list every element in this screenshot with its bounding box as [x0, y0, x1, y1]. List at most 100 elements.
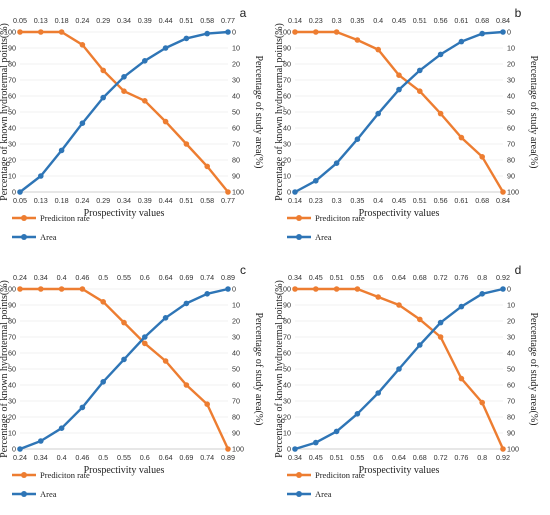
- data-point-prediction-rate: [142, 98, 148, 104]
- x-tick-bottom: 0.92: [496, 453, 510, 462]
- x-tick-top: 0.4: [57, 273, 67, 282]
- data-point-prediction-rate: [354, 286, 361, 292]
- y-tick-left: 20: [283, 413, 291, 422]
- data-point-prediction-rate: [225, 189, 231, 195]
- x-tick-bottom: 0.51: [179, 196, 193, 205]
- y-tick-right: 40: [232, 349, 240, 358]
- y-tick-right: 90: [232, 429, 240, 438]
- data-point-area: [333, 160, 340, 166]
- y-tick-left: 100: [4, 285, 16, 294]
- data-point-area: [479, 30, 485, 37]
- x-tick-top: 0.05: [13, 16, 27, 25]
- x-tick-bottom: 0.84: [496, 196, 510, 205]
- x-tick-top: 0.29: [96, 16, 110, 25]
- data-point-area: [354, 136, 361, 142]
- y-tick-left: 40: [8, 124, 16, 133]
- panel-letter: a: [240, 6, 247, 20]
- data-point-area: [100, 94, 106, 101]
- y-tick-right: 30: [232, 76, 240, 85]
- x-axis-title: Prospectivity values: [84, 465, 165, 476]
- data-point-area: [38, 438, 44, 444]
- data-point-prediction-rate: [58, 286, 65, 292]
- x-tick-bottom: 0.8: [477, 453, 487, 462]
- x-tick-top: 0.64: [159, 273, 173, 282]
- y-tick-left: 50: [8, 365, 16, 374]
- x-tick-bottom: 0.69: [179, 453, 193, 462]
- y-tick-left: 100: [4, 28, 16, 37]
- y-tick-left: 80: [8, 60, 16, 69]
- data-point-area: [225, 29, 231, 35]
- y-tick-left: 60: [8, 349, 16, 358]
- data-point-area: [313, 178, 319, 184]
- x-tick-top: 0.8: [477, 273, 487, 282]
- y-axis-title-left: Percentage of known hydrotermal points(%…: [0, 280, 10, 458]
- data-point-area: [375, 390, 381, 396]
- chart-panel-c: 0 10 20 30 40 50 60 70 80 90 100 0 10 20 30 40 50 60 70 80 9…: [0, 257, 275, 514]
- data-point-prediction-rate: [500, 189, 506, 195]
- y-tick-right: 20: [507, 60, 515, 69]
- y-axis-title-left: Percentage of known hydrotermal points(%…: [0, 23, 10, 201]
- x-tick-bottom: 0.45: [392, 196, 406, 205]
- y-tick-right: 90: [507, 429, 515, 438]
- data-point-area: [183, 35, 190, 42]
- y-tick-right: 40: [507, 349, 515, 358]
- data-point-area: [183, 300, 190, 307]
- data-point-prediction-rate: [204, 163, 210, 170]
- y-tick-left: 10: [8, 429, 16, 438]
- x-tick-bottom: 0.05: [13, 196, 27, 205]
- y-tick-right: 70: [507, 140, 515, 149]
- y-tick-left: 40: [8, 381, 16, 390]
- x-tick-bottom: 0.68: [413, 453, 427, 462]
- y-tick-left: 20: [283, 156, 291, 165]
- x-tick-top: 0.6: [140, 273, 150, 282]
- y-tick-left: 40: [283, 124, 291, 133]
- data-point-area: [121, 74, 127, 80]
- data-point-area: [375, 110, 381, 117]
- x-tick-top: 0.68: [413, 273, 427, 282]
- x-tick-top: 0.24: [75, 16, 89, 25]
- x-tick-bottom: 0.24: [13, 453, 27, 462]
- y-tick-left: 20: [8, 413, 16, 422]
- x-tick-top: 0.56: [434, 16, 448, 25]
- panel-letter: d: [515, 263, 522, 277]
- x-tick-bottom: 0.55: [117, 453, 131, 462]
- x-tick-top: 0.51: [330, 273, 344, 282]
- data-point-area: [417, 67, 423, 74]
- y-tick-left: 80: [283, 60, 291, 69]
- y-tick-right: 70: [232, 140, 240, 149]
- data-point-prediction-rate: [162, 118, 169, 125]
- data-point-prediction-rate: [479, 154, 485, 160]
- x-tick-bottom: 0.51: [330, 453, 344, 462]
- data-point-area: [458, 38, 465, 45]
- data-point-area: [396, 86, 402, 93]
- x-tick-bottom: 0.64: [392, 453, 406, 462]
- x-tick-top: 0.4: [373, 16, 383, 25]
- y-tick-left: 30: [283, 140, 291, 149]
- x-tick-top: 0.34: [288, 273, 302, 282]
- data-point-area: [500, 286, 506, 292]
- y-tick-right: 80: [507, 156, 515, 165]
- x-tick-bottom: 0.23: [309, 196, 323, 205]
- x-tick-bottom: 0.13: [34, 196, 48, 205]
- x-tick-bottom: 0.39: [138, 196, 152, 205]
- y-tick-left: 0: [287, 188, 291, 197]
- data-point-area: [17, 446, 23, 452]
- data-point-area: [354, 411, 361, 417]
- y-tick-right: 80: [232, 413, 240, 422]
- y-tick-right: 0: [232, 285, 236, 294]
- data-point-area: [479, 291, 485, 297]
- x-tick-top: 0.84: [496, 16, 510, 25]
- legend-swatch-marker: [296, 215, 302, 221]
- y-tick-right: 10: [507, 44, 515, 53]
- data-point-prediction-rate: [375, 294, 381, 300]
- y-tick-right: 30: [232, 333, 240, 342]
- y-axis-title-left: Percentage of known hydrotermal points(%…: [274, 23, 285, 201]
- data-point-prediction-rate: [58, 29, 65, 35]
- x-tick-top: 0.24: [13, 273, 27, 282]
- data-point-prediction-rate: [333, 286, 340, 292]
- x-tick-top: 0.64: [392, 273, 406, 282]
- data-point-prediction-rate: [142, 340, 148, 347]
- y-tick-right: 80: [507, 413, 515, 422]
- x-tick-bottom: 0.45: [309, 453, 323, 462]
- x-tick-top: 0.89: [221, 273, 235, 282]
